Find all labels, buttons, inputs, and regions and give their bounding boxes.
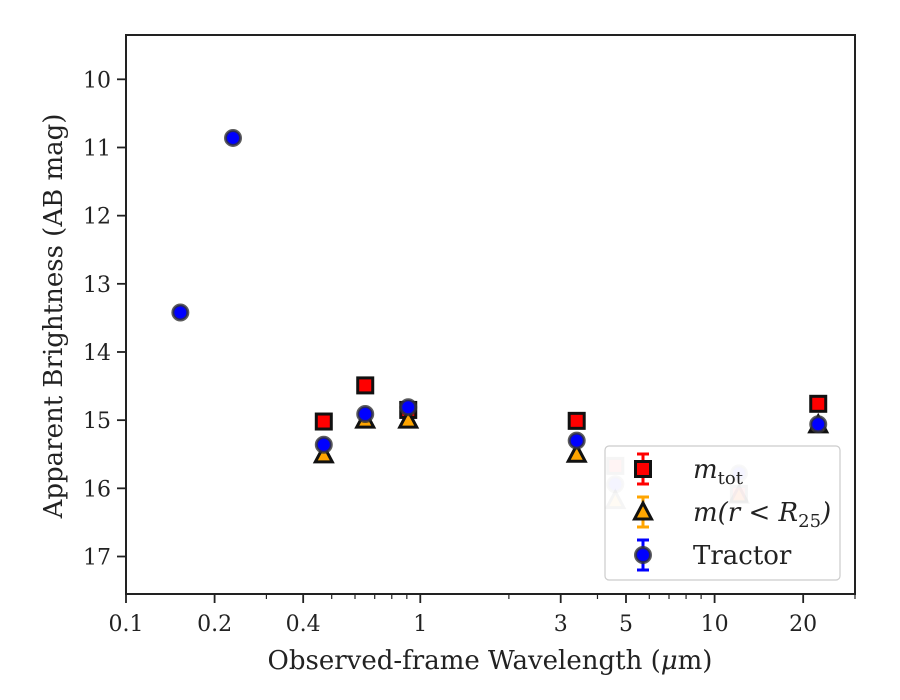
- y-tick-label: 16: [83, 477, 111, 502]
- legend-label: Tractor: [693, 541, 792, 571]
- data-point-square: [809, 394, 828, 413]
- legend-marker-triangle: [632, 499, 654, 521]
- legend-marker-circle: [634, 546, 652, 564]
- y-tick-label: 17: [83, 546, 111, 571]
- x-tick-label: 0.2: [197, 612, 232, 637]
- data-point-square: [567, 411, 586, 430]
- legend-entry: mtot: [634, 452, 744, 489]
- legend-box: [604, 445, 841, 581]
- x-tick-label: 5: [619, 612, 633, 637]
- data-point-circle: [567, 431, 586, 450]
- x-tick-label: 10: [701, 612, 729, 637]
- series-circle: [171, 128, 828, 494]
- data-point-triangle: [565, 442, 588, 463]
- plot-frame: [125, 34, 856, 595]
- legend-label: m(r < R25): [693, 498, 831, 532]
- legend-entry: m(r < R25): [632, 495, 831, 532]
- data-point-circle: [356, 405, 375, 424]
- y-tick-label: 12: [83, 205, 111, 230]
- x-tick-label: 0.4: [286, 612, 321, 637]
- x-tick-label: 0.1: [109, 612, 144, 637]
- data-point-circle: [399, 398, 418, 417]
- data-point-circle: [171, 303, 190, 322]
- y-tick-label: 15: [83, 409, 111, 434]
- x-tick-label: 20: [789, 612, 817, 637]
- data-point-circle: [224, 128, 243, 147]
- legend-marker-square: [634, 460, 652, 478]
- x-tick-label: 1: [413, 612, 427, 637]
- data-point-triangle: [312, 442, 335, 464]
- legend-label: mtot: [693, 455, 744, 489]
- data-point-circle: [809, 415, 828, 434]
- legend-entry: Tractor: [634, 538, 792, 572]
- data-point-circle: [314, 435, 333, 454]
- legend: mtot m(r < R25) Tractor: [604, 445, 841, 581]
- y-tick-label: 14: [83, 341, 111, 366]
- y-axis-label: Apparent Brightness (AB mag): [39, 114, 69, 520]
- y-tick-label: 13: [83, 273, 111, 298]
- y-tick-label: 10: [83, 68, 111, 93]
- data-point-triangle: [397, 407, 420, 429]
- y-tick-label: 11: [83, 136, 111, 161]
- data-point-square: [314, 412, 333, 431]
- data-point-square: [356, 376, 375, 395]
- x-tick-label: 3: [554, 612, 568, 637]
- x-axis-label: Observed-frame Wavelength (μm): [268, 646, 713, 676]
